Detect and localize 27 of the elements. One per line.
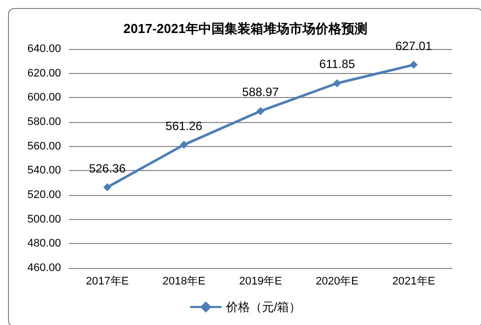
x-tick-label: 2021年E — [392, 276, 436, 288]
x-tick-label: 2019年E — [239, 276, 282, 288]
y-tick-label: 500.00 — [27, 213, 61, 226]
legend-label: 价格（元/箱） — [224, 300, 302, 314]
y-tick-label: 600.00 — [27, 92, 61, 104]
data-label: 627.01 — [395, 38, 432, 53]
y-tick-label: 520.00 — [27, 189, 61, 201]
point — [410, 60, 418, 69]
x-tick-label: 2017年E — [86, 276, 129, 288]
chart-title: 2017-2021年中国集装箱堆场市场价格预测 — [123, 21, 368, 36]
y-tick-label: 460.00 — [27, 262, 61, 274]
y-tick-label: 640.00 — [27, 43, 61, 55]
data-label: 561.26 — [166, 118, 203, 133]
data-label: 611.85 — [319, 57, 356, 72]
data-label: 526.36 — [88, 161, 126, 176]
x-tick-label: 2018年E — [162, 276, 206, 288]
point — [256, 107, 264, 116]
y-tick-label: 560.00 — [27, 140, 61, 152]
y-tick-label: 480.00 — [27, 238, 61, 250]
y-tick-label: 580.00 — [27, 116, 61, 128]
point — [333, 79, 342, 88]
y-tick-label: 620.00 — [27, 67, 61, 80]
point — [103, 183, 112, 192]
point — [180, 140, 188, 149]
x-tick-label: 2020年E — [316, 276, 359, 288]
data-label: 588.97 — [242, 85, 280, 100]
y-tick-label: 540.00 — [27, 164, 61, 177]
